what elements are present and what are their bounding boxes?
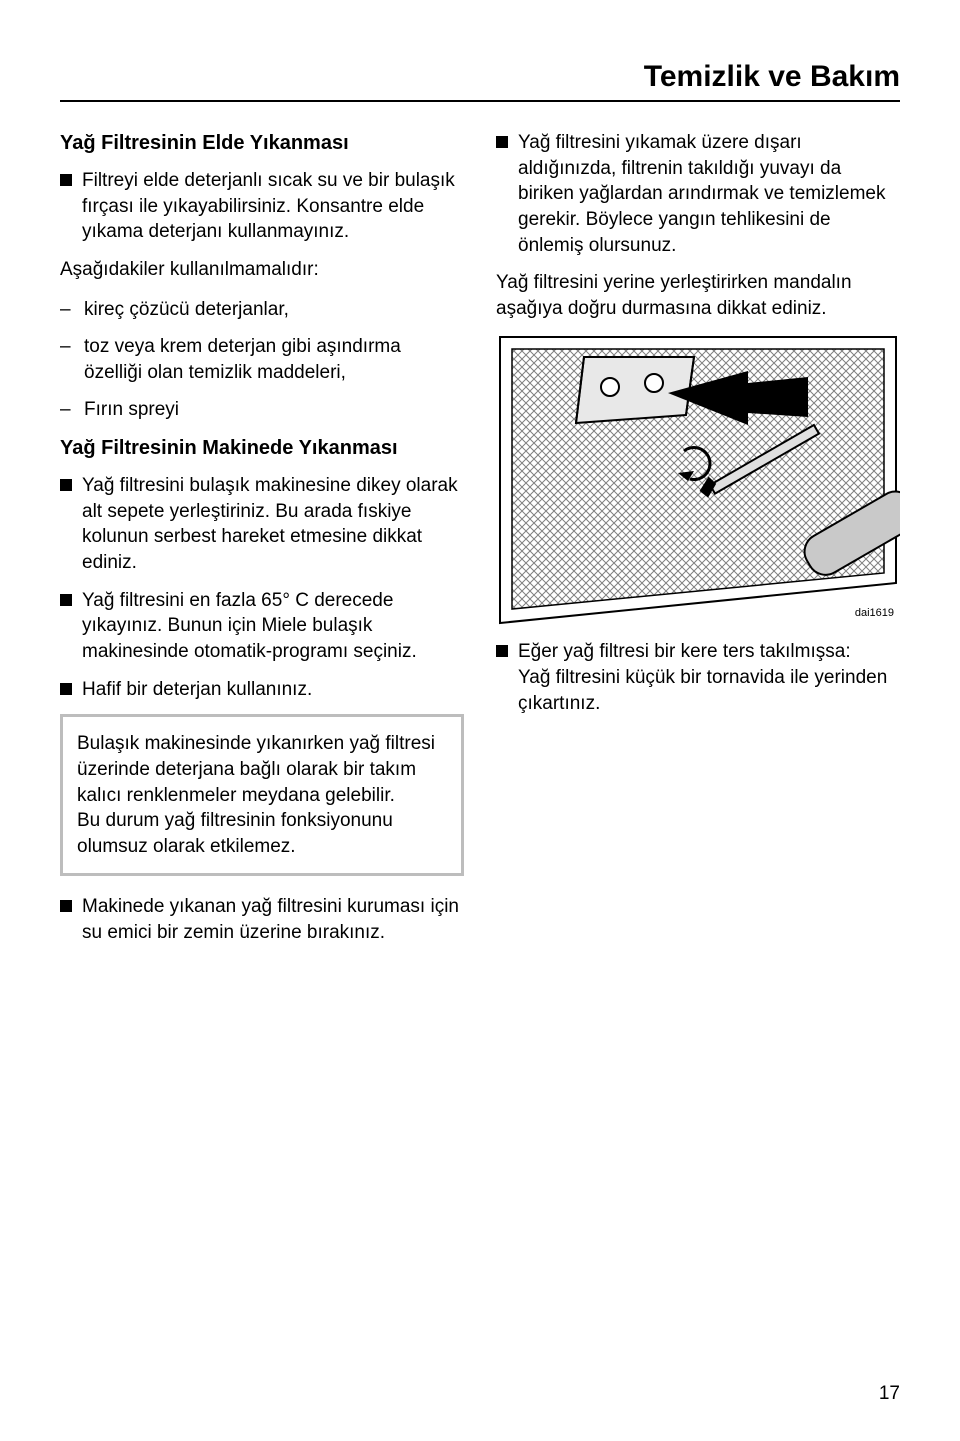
dash-item: – kireç çözücü deterjanlar, (60, 297, 464, 323)
paragraph: Yağ filtresini yerine yerleştirirken man… (496, 270, 900, 321)
dash-item: – Fırın spreyi (60, 397, 464, 423)
bullet-text: Yağ filtresini en fazla 65° C derecede y… (82, 588, 464, 665)
bullet-item: Hafif bir deterjan kullanınız. (60, 677, 464, 703)
square-bullet-icon (60, 900, 72, 912)
right-column: Yağ filtresini yıkamak üzere dışarı aldı… (496, 130, 900, 958)
square-bullet-icon (60, 683, 72, 695)
bullet-item: Yağ filtresini en fazla 65° C derecede y… (60, 588, 464, 665)
bullet-text: Yağ filtresini yıkamak üzere dışarı aldı… (518, 130, 900, 258)
paragraph: Aşağıdakiler kullanılmamalıdır: (60, 257, 464, 283)
square-bullet-icon (60, 174, 72, 186)
bullet-text: Hafif bir deterjan kullanınız. (82, 677, 312, 703)
subheading-hand-wash: Yağ Filtresinin Elde Yıkanması (60, 130, 464, 156)
dash-item: – toz veya krem deterjan gibi aşındırma … (60, 334, 464, 385)
dash-text: Fırın spreyi (84, 397, 179, 423)
bullet-item: Makinede yıkanan yağ filtresini kuruması… (60, 894, 464, 945)
bullet-text: Eğer yağ filtresi bir kere ters takılmış… (518, 639, 900, 716)
square-bullet-icon (496, 645, 508, 657)
figure-id: dai1619 (855, 607, 894, 619)
dash-text: toz veya krem deterjan gibi aşındırma öz… (84, 334, 464, 385)
bullet-item: Yağ filtresini yıkamak üzere dışarı aldı… (496, 130, 900, 258)
bullet-text: Makinede yıkanan yağ filtresini kuruması… (82, 894, 464, 945)
square-bullet-icon (496, 136, 508, 148)
bullet-item: Filtreyi elde deterjanlı sıcak su ve bir… (60, 168, 464, 245)
dash-icon: – (60, 334, 74, 360)
page-number: 17 (879, 1383, 900, 1405)
left-column: Yağ Filtresinin Elde Yıkanması Filtreyi … (60, 130, 464, 958)
square-bullet-icon (60, 479, 72, 491)
page-title: Temizlik ve Bakım (60, 60, 900, 102)
note-text: Bulaşık makinesinde yıkanırken yağ filtr… (77, 731, 447, 859)
square-bullet-icon (60, 594, 72, 606)
instruction-figure: dai1619 (496, 335, 900, 625)
dash-icon: – (60, 297, 74, 323)
bullet-item: Eğer yağ filtresi bir kere ters takılmış… (496, 639, 900, 716)
bullet-item: Yağ filtresini bulaşık makinesine dikey … (60, 473, 464, 576)
dash-icon: – (60, 397, 74, 423)
dash-text: kireç çözücü deterjanlar, (84, 297, 289, 323)
subheading-machine-wash: Yağ Filtresinin Makinede Yıkanması (60, 435, 464, 461)
two-column-layout: Yağ Filtresinin Elde Yıkanması Filtreyi … (60, 130, 900, 958)
note-box: Bulaşık makinesinde yıkanırken yağ filtr… (60, 714, 464, 876)
bullet-text: Filtreyi elde deterjanlı sıcak su ve bir… (82, 168, 464, 245)
bullet-text: Yağ filtresini bulaşık makinesine dikey … (82, 473, 464, 576)
